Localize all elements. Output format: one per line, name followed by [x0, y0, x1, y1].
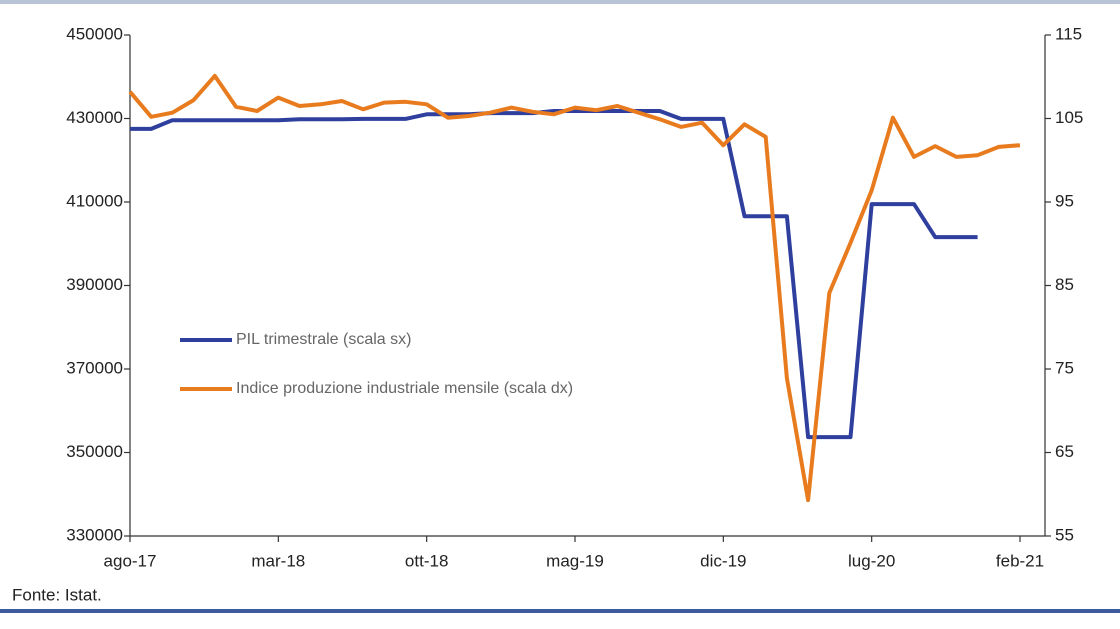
- y-tick-label: 450000: [66, 24, 123, 43]
- y2-tick-label: 55: [1055, 525, 1074, 544]
- y2-tick-label: 75: [1055, 358, 1074, 377]
- legend: PIL trimestrale (scala sx) Indice produzi…: [180, 331, 573, 397]
- y-tick-label: 350000: [66, 442, 123, 461]
- y-tick-label: 410000: [66, 191, 123, 210]
- y2-tick-label: 95: [1055, 191, 1074, 210]
- y2-tick-label: 115: [1055, 24, 1082, 43]
- x-tick-label: feb-21: [996, 551, 1044, 570]
- x-tick-label: ago-17: [104, 551, 157, 570]
- y-tick-label: 370000: [66, 358, 123, 377]
- legend-label: Indice produzione industriale mensile (s…: [236, 380, 573, 397]
- source-note: Fonte: Istat.: [12, 585, 102, 604]
- y-tick-label: 430000: [66, 108, 123, 127]
- data-line: [130, 109, 978, 440]
- bottom-border: [0, 609, 1120, 613]
- x-tick-label: mar-18: [251, 551, 305, 570]
- x-tick-label: lug-20: [848, 551, 895, 570]
- x-tick-label: dic-19: [700, 551, 746, 570]
- y2-tick-label: 85: [1055, 275, 1074, 294]
- x-tick-label: ott-18: [405, 551, 448, 570]
- legend-label: PIL trimestrale (scala sx): [236, 331, 411, 348]
- data-line: [128, 73, 1021, 503]
- y2-tick-label: 65: [1055, 442, 1074, 461]
- x-tick-label: mag-19: [546, 551, 604, 570]
- y-tick-label: 390000: [66, 275, 123, 294]
- top-border: [0, 0, 1120, 4]
- y2-tick-label: 105: [1055, 108, 1083, 127]
- y-tick-label: 330000: [66, 525, 123, 544]
